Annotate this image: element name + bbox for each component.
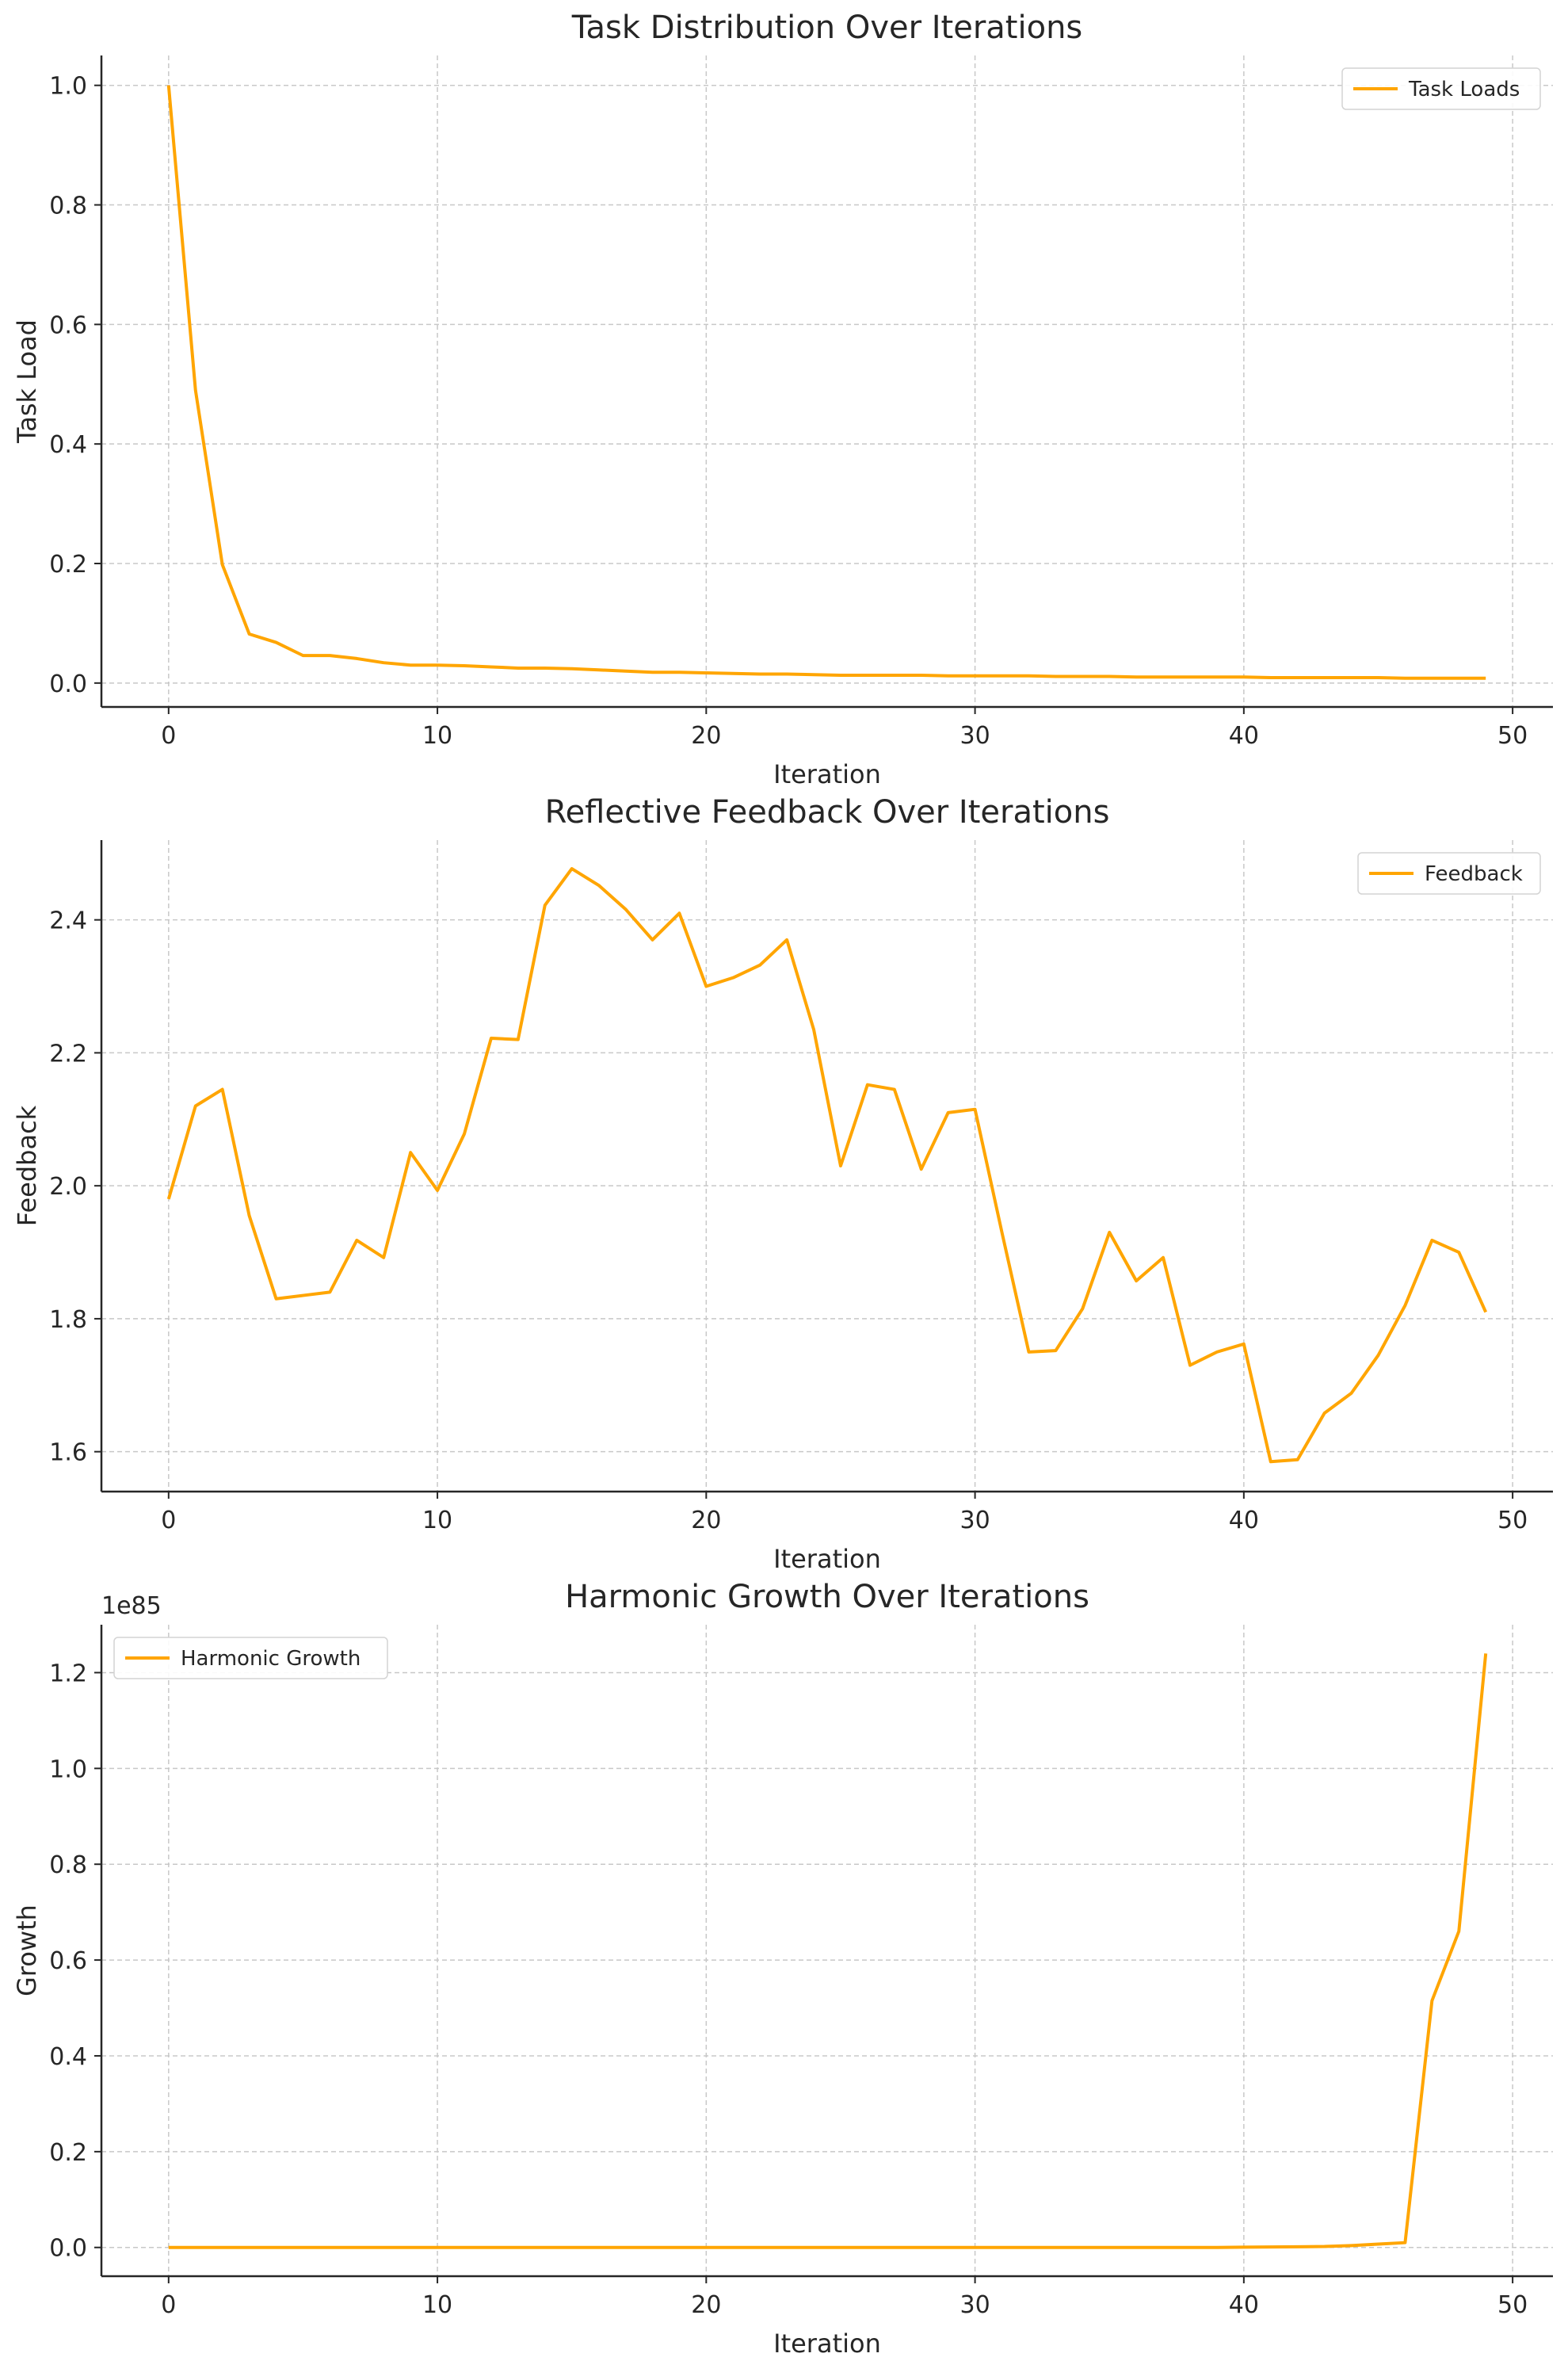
reflective-feedback-x-tick-label: 40 [1229, 1507, 1259, 1534]
task-distribution-y-tick-label: 0.0 [49, 670, 87, 698]
harmonic-growth-x-axis-label: Iteration [773, 2329, 881, 2359]
reflective-feedback-x-tick-label: 0 [161, 1507, 176, 1534]
task-distribution-x-tick-label: 0 [161, 722, 176, 750]
harmonic-growth-panel: 0 10 20 30 40 50 0.0 0.2 0.4 0.6 0.8 1.0 1.2 Harmonic… [12, 1579, 1553, 2359]
reflective-feedback-x-axis-label: Iteration [773, 1544, 881, 1574]
task-distribution-y-axis-label: Task Load [12, 319, 42, 444]
task-distribution-y-tick-label: 0.8 [49, 193, 87, 220]
reflective-feedback-legend-box [1357, 852, 1541, 895]
task-distribution-y-tick-label: 0.4 [49, 431, 87, 459]
harmonic-growth-legend-box [113, 1637, 388, 1679]
harmonic-growth-series-line [168, 1653, 1488, 2249]
reflective-feedback-y-tick-label: 2.0 [49, 1173, 87, 1201]
harmonic-growth-y-tick-label: 0.2 [49, 2139, 87, 2167]
harmonic-growth-x-tick-label: 20 [691, 2291, 721, 2319]
harmonic-growth-y-axis-label: Growth [12, 1904, 42, 1996]
reflective-feedback-y-tick-label: 2.4 [49, 907, 87, 935]
harmonic-growth-y-tick-label: 0.6 [49, 1947, 87, 1975]
reflective-feedback-series-line [166, 867, 1488, 1464]
reflective-feedback-panel: 0 10 20 30 40 50 1.6 1.8 2.0 2.2 2.4 Reflective Fee… [12, 794, 1553, 1574]
reflective-feedback-title: Reflective Feedback Over Iterations [545, 794, 1110, 831]
task-distribution-x-tick-label: 30 [959, 722, 990, 750]
task-distribution-x-tick-label: 20 [691, 722, 721, 750]
task-distribution-title: Task Distribution Over Iterations [571, 10, 1083, 46]
harmonic-growth-x-tick-label: 40 [1229, 2291, 1259, 2319]
task-distribution-x-axis-label: Iteration [773, 759, 881, 789]
harmonic-growth-y-tick-label: 0.8 [49, 1851, 87, 1879]
task-distribution-legend-box [1341, 67, 1541, 110]
harmonic-growth-y-tick-label: 1.0 [49, 1755, 87, 1783]
task-distribution-y-tick-label: 1.0 [49, 73, 87, 101]
reflective-feedback-x-tick-label: 50 [1497, 1507, 1528, 1534]
task-distribution-x-tick-label: 40 [1229, 722, 1259, 750]
reflective-feedback-x-tick-label: 20 [691, 1507, 721, 1534]
task-distribution-series-line [166, 85, 1486, 680]
reflective-feedback-legend: Feedback [1357, 852, 1541, 895]
task-distribution-y-tick-label: 0.2 [49, 551, 87, 579]
task-distribution-legend-label: Task Loads [1408, 78, 1520, 101]
harmonic-growth-legend-label: Harmonic Growth [181, 1647, 361, 1671]
harmonic-growth-title: Harmonic Growth Over Iterations [565, 1579, 1089, 1615]
reflective-feedback-y-tick-label: 1.8 [49, 1306, 87, 1334]
harmonic-growth-x-tick-label: 10 [422, 2291, 452, 2319]
reflective-feedback-y-tick-label: 2.2 [49, 1040, 87, 1068]
harmonic-growth-x-tick-label: 30 [959, 2291, 990, 2319]
harmonic-growth-y-tick-label: 0.0 [49, 2235, 87, 2263]
reflective-feedback-x-tick-label: 30 [959, 1507, 990, 1534]
reflective-feedback-y-axis-label: Feedback [12, 1105, 42, 1226]
harmonic-growth-offset-label: 1e85 [101, 1592, 162, 1620]
task-distribution-panel: 0 10 20 30 40 50 0.0 0.2 0.4 0.6 0.8 1.0 Task Distri… [12, 10, 1553, 789]
harmonic-growth-x-tick-label: 50 [1497, 2291, 1528, 2319]
reflective-feedback-y-tick-label: 1.6 [49, 1439, 87, 1467]
reflective-feedback-legend-label: Feedback [1425, 862, 1523, 886]
task-distribution-y-tick-label: 0.6 [49, 311, 87, 339]
task-distribution-x-tick-label: 50 [1497, 722, 1528, 750]
task-distribution-x-tick-label: 10 [422, 722, 452, 750]
harmonic-growth-legend: Harmonic Growth [113, 1637, 388, 1679]
harmonic-growth-y-tick-label: 0.4 [49, 2043, 87, 2071]
harmonic-growth-x-tick-label: 0 [161, 2291, 176, 2319]
reflective-feedback-x-tick-label: 10 [422, 1507, 452, 1534]
harmonic-growth-y-tick-label: 1.2 [49, 1660, 87, 1687]
task-distribution-legend: Task Loads [1341, 67, 1541, 110]
